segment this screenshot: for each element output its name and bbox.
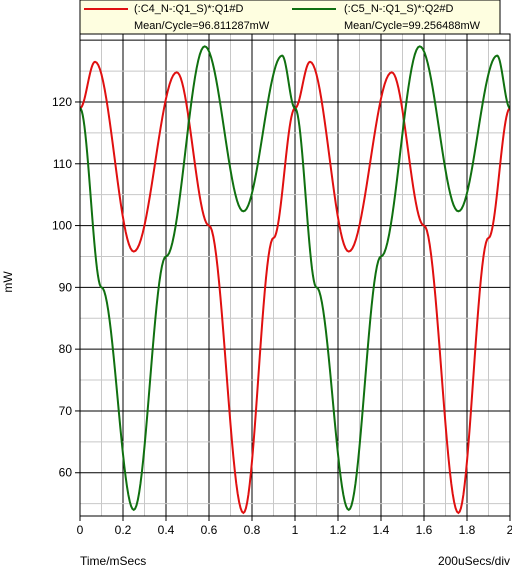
x-tick-label: 1 bbox=[292, 523, 299, 537]
x-tick-label: 1.2 bbox=[330, 523, 347, 537]
legend-label-series-2: (:C5_N-:Q1_S)*:Q2#D bbox=[344, 3, 453, 15]
y-tick-label: 60 bbox=[59, 466, 73, 480]
axis-ticks: 0 0.2 0.4 0.6 0.8 1 1.2 1.4 1.6 1.8 2 60 70 80 90 100 11… bbox=[52, 95, 512, 537]
x-tick-label: 1.4 bbox=[373, 523, 390, 537]
x-axis-label: Time/mSecs bbox=[80, 554, 146, 568]
x-tick-label: 1.8 bbox=[459, 523, 476, 537]
x-tick-label: 0.2 bbox=[115, 523, 132, 537]
legend-stat-series-2: Mean/Cycle=99.256488mW bbox=[344, 20, 481, 32]
x-tick-label: 0.4 bbox=[158, 523, 175, 537]
x-tick-label: 0.6 bbox=[201, 523, 218, 537]
series-layer bbox=[79, 45, 511, 515]
legend-label-series-1: (:C4_N-:Q1_S)*:Q1#D bbox=[134, 3, 243, 15]
y-tick-label: 100 bbox=[52, 219, 72, 233]
y-tick-label: 80 bbox=[59, 342, 73, 356]
legend-stat-series-1: Mean/Cycle=96.811287mW bbox=[134, 20, 270, 32]
y-axis-label: mW bbox=[1, 271, 15, 293]
scale-note: 200uSecs/div bbox=[438, 554, 510, 568]
y-tick-label: 90 bbox=[59, 280, 73, 294]
x-tick-label: 2 bbox=[507, 523, 512, 537]
y-tick-label: 120 bbox=[52, 95, 72, 109]
x-tick-label: 0.8 bbox=[244, 523, 261, 537]
x-tick-label: 0 bbox=[77, 523, 84, 537]
y-tick-label: 70 bbox=[59, 404, 73, 418]
x-tick-label: 1.6 bbox=[416, 523, 433, 537]
y-tick-label: 110 bbox=[53, 157, 72, 171]
grid bbox=[80, 34, 510, 516]
series-line-2 bbox=[79, 45, 511, 512]
legend: (:C4_N-:Q1_S)*:Q1#D Mean/Cycle=96.811287… bbox=[79, 0, 501, 35]
legend-box bbox=[79, 0, 501, 35]
